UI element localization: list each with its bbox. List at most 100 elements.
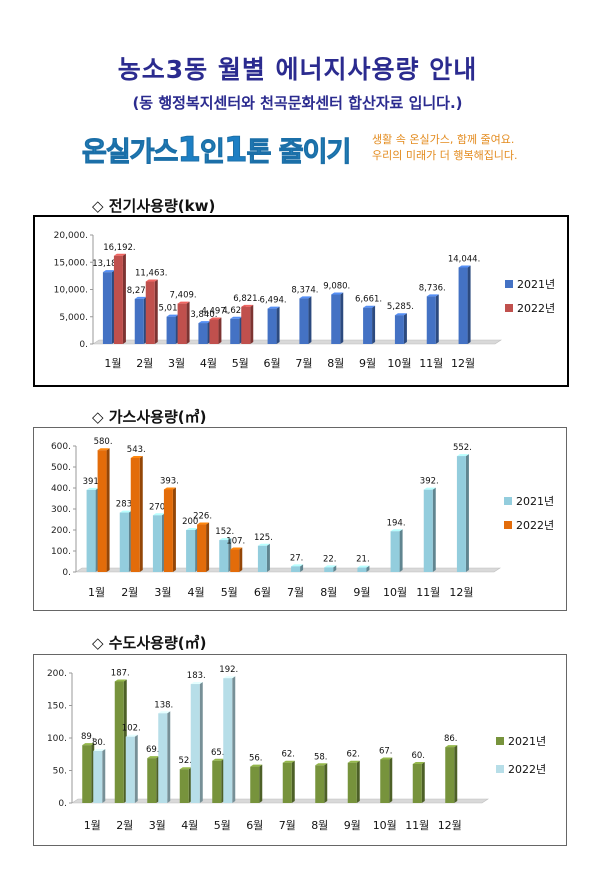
bar — [97, 450, 107, 572]
bar-top — [198, 321, 211, 324]
x-tick-label: 11월 — [416, 586, 440, 599]
bar-side — [421, 762, 425, 803]
bar-top — [412, 762, 425, 764]
bar-side — [218, 317, 222, 344]
bar-top — [426, 294, 439, 297]
bar-top — [152, 513, 165, 516]
x-tick-label: 8월 — [311, 819, 328, 832]
y-tick-label: 10,000. — [54, 286, 88, 296]
bar — [145, 281, 155, 344]
data-label: 8,279. — [127, 286, 154, 296]
bar — [82, 745, 92, 803]
x-tick-label: 1월 — [104, 357, 121, 370]
banner-side-line1: 생활 속 온실가스, 함께 줄여요. — [372, 133, 515, 146]
bar-top — [86, 487, 99, 490]
data-label: 62. — [346, 750, 360, 760]
x-tick-label: 4월 — [200, 357, 217, 370]
bar-side — [139, 455, 143, 572]
data-label: 8,736. — [419, 283, 446, 293]
bar-top — [267, 306, 280, 309]
y-tick-label: 100. — [51, 547, 71, 557]
x-tick-label: 3월 — [149, 819, 166, 832]
bar-top — [119, 510, 132, 513]
data-label: 392. — [420, 477, 439, 487]
bar-side — [356, 760, 360, 803]
x-tick-label: 7월 — [279, 819, 296, 832]
bar-side — [186, 301, 190, 344]
bar-side — [154, 279, 158, 344]
bar-side — [232, 676, 236, 803]
bar — [198, 323, 208, 344]
banner-suffix: 톤 줄이기 — [246, 137, 352, 169]
data-label: 9,080. — [323, 282, 350, 292]
data-label: 138. — [154, 700, 173, 710]
data-label: 5,017. — [159, 304, 186, 314]
bar — [197, 524, 207, 572]
legend-swatch — [504, 497, 512, 505]
data-label: 102. — [122, 724, 141, 734]
y-tick-label: 0. — [79, 340, 88, 350]
bar — [219, 540, 229, 572]
legend-label: 2022년 — [517, 302, 555, 315]
x-tick-label: 6월 — [264, 357, 281, 370]
bar-side — [432, 487, 436, 572]
bar — [412, 764, 422, 803]
bar — [130, 457, 140, 572]
bar-top — [331, 292, 344, 295]
water-chart: 0. 50. 100. 150. 200. 1월 89.80. 2월 187. 102. 3월 69.… — [47, 665, 546, 832]
data-label: 6,494. — [260, 296, 287, 306]
bar — [209, 319, 219, 344]
banner-side-line2: 우리의 미래가 더 행복해집니다. — [372, 149, 518, 162]
data-label: 4,627. — [222, 306, 249, 316]
legend-label: 2022년 — [508, 763, 546, 776]
bar-side — [300, 564, 304, 572]
data-label: 4,497. — [201, 306, 228, 316]
x-tick-label: 4월 — [181, 819, 198, 832]
data-label: 543. — [127, 445, 146, 455]
bar — [86, 489, 96, 572]
data-label: 552. — [453, 443, 472, 453]
bar — [331, 294, 341, 344]
data-label: 80. — [92, 738, 106, 748]
data-label: 58. — [314, 752, 328, 762]
banner-num2: 1 — [223, 130, 248, 171]
data-label: 200. — [182, 517, 201, 527]
bar-top — [390, 529, 403, 532]
x-tick-label: 2월 — [136, 357, 153, 370]
bar — [134, 298, 144, 344]
bar-top — [82, 743, 95, 746]
bar-side — [372, 305, 376, 344]
data-label: 107. — [226, 537, 245, 547]
y-tick-label: 150. — [47, 702, 67, 712]
legend-swatch — [504, 521, 512, 529]
data-label: 69. — [146, 745, 160, 755]
x-tick-label: 7월 — [295, 357, 312, 370]
plot-area — [76, 446, 494, 572]
bar — [119, 512, 129, 572]
bar-top — [315, 763, 328, 766]
bar — [125, 736, 135, 803]
banner-mid: 인 — [200, 137, 226, 169]
bar-top — [458, 265, 471, 268]
x-tick-label: 1월 — [84, 819, 101, 832]
bar-top — [394, 313, 407, 316]
legend-label: 2021년 — [508, 735, 546, 748]
x-tick-label: 12월 — [449, 586, 473, 599]
bar — [163, 489, 173, 572]
y-tick-label: 500. — [51, 463, 71, 473]
x-tick-label: 10월 — [387, 357, 411, 370]
bar-side — [399, 529, 403, 572]
y-tick-label: 200. — [51, 526, 71, 536]
y-tick-label: 5,000. — [59, 313, 88, 323]
bar — [114, 681, 124, 803]
bar-top — [380, 757, 393, 760]
bar — [177, 303, 187, 344]
data-label: 52. — [178, 756, 192, 766]
data-label: 16,192. — [103, 243, 135, 253]
bar-top — [282, 760, 295, 763]
bar-side — [435, 294, 439, 344]
bar-side — [308, 296, 312, 344]
bar — [230, 318, 240, 344]
x-tick-label: 10월 — [383, 586, 407, 599]
page-title: 농소3동 월별 에너지사용량 안내 — [117, 55, 478, 84]
